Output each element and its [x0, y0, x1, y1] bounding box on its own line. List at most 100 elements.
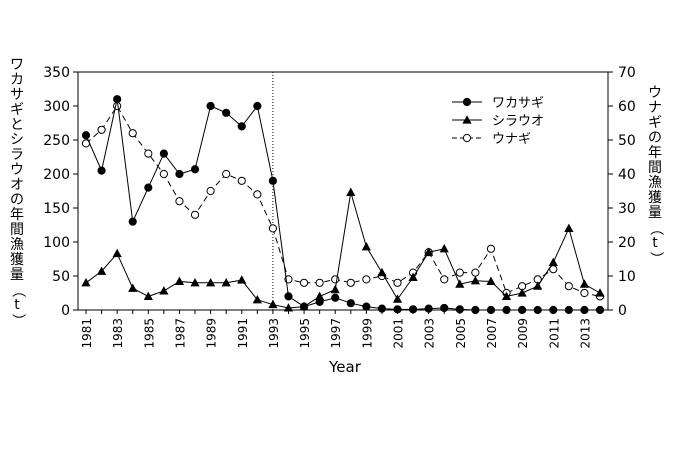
- data-point: [392, 294, 403, 303]
- plot-frame: [77, 71, 609, 311]
- data-point: [330, 284, 340, 294]
- y-axis-label-right: ウナギの年間漁獲量（t）: [647, 85, 664, 266]
- data-point: [462, 115, 472, 124]
- data-point: [81, 131, 91, 140]
- x-tick-label: 2003: [423, 318, 437, 349]
- data-point: [144, 149, 153, 158]
- data-point: [128, 283, 138, 292]
- data-point: [440, 275, 449, 284]
- data-point: [580, 305, 589, 315]
- y-tick-label-right: 20: [618, 235, 636, 251]
- x-tick-label: 2013: [578, 318, 592, 349]
- data-point: [206, 278, 216, 287]
- x-tick-label: 2011: [547, 318, 561, 349]
- data-point: [502, 305, 511, 315]
- series-1: [81, 187, 605, 312]
- x-tick-label: 1997: [329, 318, 343, 349]
- data-point: [97, 166, 106, 175]
- data-point: [548, 257, 558, 266]
- x-axis-label: Year: [328, 358, 362, 376]
- data-point: [112, 248, 122, 258]
- data-point: [564, 282, 573, 291]
- data-point: [299, 278, 309, 287]
- data-point: [470, 275, 480, 285]
- data-point: [268, 224, 278, 233]
- data-point: [331, 293, 340, 302]
- legend-label: シラウオ: [492, 114, 544, 129]
- x-tick-label: 1989: [205, 318, 219, 349]
- x-tick-label: 1991: [236, 318, 250, 349]
- data-point: [408, 272, 418, 281]
- data-point: [268, 299, 278, 309]
- y-tick-label-left: 300: [43, 99, 70, 115]
- x-tick-label: 1999: [360, 318, 374, 349]
- legend-label: ウナギ: [492, 132, 531, 147]
- y-tick-label-left: 350: [43, 65, 70, 81]
- data-point: [439, 244, 449, 253]
- data-point: [206, 186, 215, 196]
- data-point: [268, 176, 278, 185]
- data-point: [362, 302, 371, 311]
- x-tick-label: 2007: [485, 318, 499, 349]
- x-tick-label: 1993: [267, 318, 281, 349]
- data-point: [175, 197, 184, 206]
- data-point: [579, 279, 590, 288]
- data-point: [144, 183, 153, 192]
- y-tick-label-left: 200: [43, 167, 70, 183]
- data-point: [462, 97, 472, 107]
- data-point: [486, 276, 496, 286]
- y-axis-label-left: ワカサギとシラウオの年間漁獲量（t）: [9, 57, 26, 328]
- data-point: [580, 288, 589, 298]
- data-point: [315, 278, 324, 287]
- data-point: [377, 267, 387, 277]
- data-point: [346, 187, 356, 196]
- data-point: [346, 299, 355, 308]
- data-point: [361, 241, 371, 251]
- data-point: [564, 305, 573, 315]
- x-tick-label: 1987: [173, 318, 187, 349]
- data-point: [175, 169, 184, 179]
- legend-label: ワカサギ: [492, 96, 544, 111]
- data-point: [222, 169, 231, 179]
- data-point: [299, 302, 309, 311]
- y-tick-label-right: 10: [618, 269, 636, 285]
- data-point: [533, 305, 542, 315]
- data-point: [159, 169, 168, 179]
- data-point: [564, 223, 574, 232]
- y-tick-label-right: 30: [618, 201, 636, 217]
- series-line: [85, 99, 600, 311]
- data-point: [346, 278, 355, 287]
- data-point: [113, 95, 122, 104]
- data-point: [462, 133, 472, 143]
- data-point: [501, 291, 512, 300]
- data-point: [190, 278, 200, 287]
- x-tick-label: 1995: [298, 318, 312, 349]
- data-point: [408, 305, 418, 314]
- y-tick-label-right: 60: [618, 99, 636, 115]
- data-point: [455, 305, 464, 314]
- data-point: [96, 266, 107, 275]
- y-tick-label-right: 0: [618, 303, 627, 319]
- data-point: [253, 101, 262, 111]
- y-tick-label-left: 100: [43, 235, 70, 251]
- data-point: [533, 281, 543, 290]
- data-point: [315, 297, 324, 306]
- data-point: [393, 278, 402, 287]
- data-point: [595, 288, 605, 297]
- x-tick-label: 1983: [111, 318, 125, 349]
- y-tick-label-right: 50: [618, 133, 636, 149]
- data-point: [518, 305, 527, 315]
- y-tick-label-right: 70: [618, 65, 636, 81]
- data-point: [237, 122, 246, 131]
- data-point: [97, 125, 106, 134]
- x-tick-label: 2009: [516, 318, 530, 349]
- data-point: [206, 101, 215, 111]
- data-point: [143, 291, 153, 300]
- data-point: [377, 304, 387, 313]
- y-tick-label-left: 150: [43, 201, 70, 217]
- data-point: [362, 275, 371, 284]
- y-tick-label-left: 250: [43, 133, 70, 149]
- data-point: [81, 278, 91, 287]
- data-point: [221, 278, 231, 287]
- x-tick-label: 1985: [142, 318, 156, 349]
